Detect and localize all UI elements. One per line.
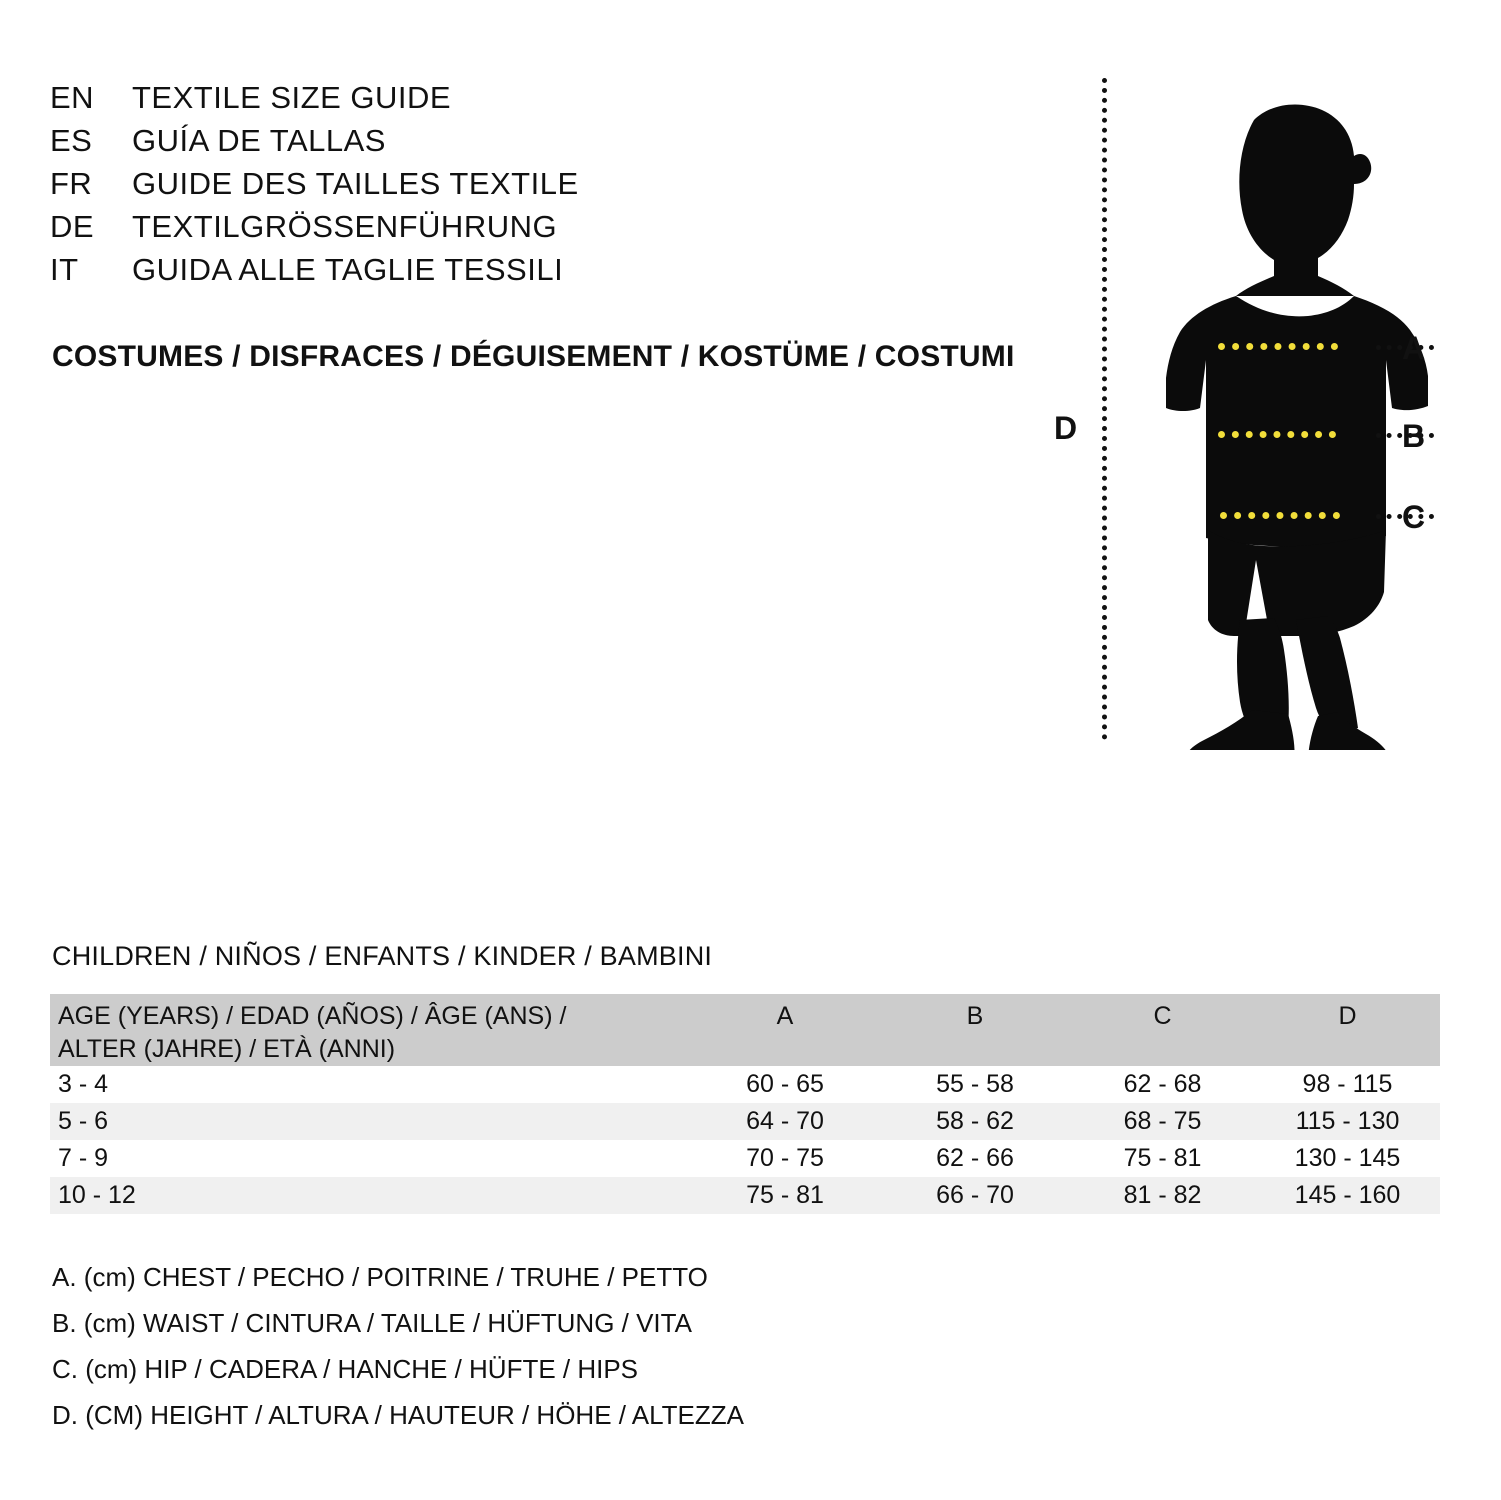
legend-item-waist: B. (cm) WAIST / CINTURA / TAILLE / HÜFTU… (52, 1308, 692, 1338)
size-table-body: 3 - 4 60 - 65 55 - 58 62 - 68 98 - 115 5… (50, 1066, 1440, 1214)
cell-height: 115 - 130 (1295, 1107, 1400, 1135)
language-title-block: EN TEXTILE SIZE GUIDE ES GUÍA DE TALLAS … (50, 76, 1010, 291)
cell-hip: 75 - 81 (1123, 1144, 1202, 1172)
cell-chest: 75 - 81 (746, 1181, 824, 1209)
language-row-fr: FR GUIDE DES TAILLES TEXTILE (50, 162, 1010, 205)
language-title-fr: GUIDE DES TAILLES TEXTILE (132, 166, 579, 201)
cell-hip: 81 - 82 (1123, 1181, 1202, 1209)
cell-height: 130 - 145 (1294, 1144, 1401, 1172)
table-row: 7 - 9 70 - 75 62 - 66 75 - 81 130 - 145 (50, 1140, 1440, 1177)
language-row-en: EN TEXTILE SIZE GUIDE (50, 76, 1010, 119)
language-code-de: DE (50, 209, 95, 244)
size-table-header: AGE (YEARS) / EDAD (AÑOS) / ÂGE (ANS) / … (50, 994, 1440, 1066)
language-row-es: ES GUÍA DE TALLAS (50, 119, 1010, 162)
table-row: 10 - 12 75 - 81 66 - 70 81 - 82 145 - 16… (50, 1177, 1440, 1214)
cell-age: 5 - 6 (58, 1107, 109, 1135)
cell-age: 3 - 4 (58, 1070, 109, 1098)
language-title-en: TEXTILE SIZE GUIDE (132, 80, 452, 115)
cell-chest: 60 - 65 (746, 1070, 824, 1098)
children-section-heading: CHILDREN / NIÑOS / ENFANTS / KINDER / BA… (52, 941, 713, 971)
cell-hip: 62 - 68 (1123, 1070, 1202, 1098)
height-dotted-line (1102, 78, 1107, 740)
cell-height: 98 - 115 (1302, 1070, 1393, 1098)
chest-measure-line (1218, 343, 1338, 350)
column-header-c: C (1153, 1002, 1172, 1030)
hip-leader-line (1376, 514, 1434, 519)
cell-age: 10 - 12 (58, 1181, 136, 1209)
child-silhouette-icon (1166, 104, 1428, 750)
column-header-age: AGE (YEARS) / EDAD (AÑOS) / ÂGE (ANS) / … (50, 994, 690, 1066)
cell-waist: 66 - 70 (936, 1181, 1014, 1209)
cell-age: 7 - 9 (58, 1144, 109, 1172)
column-header-d: D (1338, 1002, 1357, 1030)
legend-item-hip: C. (cm) HIP / CADERA / HANCHE / HÜFTE / … (52, 1354, 639, 1384)
language-title-es: GUÍA DE TALLAS (132, 123, 386, 158)
waist-label-b: B (1402, 418, 1426, 454)
language-code-en: EN (50, 80, 95, 115)
column-header-b: B (966, 1002, 984, 1030)
column-header-a: A (776, 1002, 794, 1030)
table-header-row: AGE (YEARS) / EDAD (AÑOS) / ÂGE (ANS) / … (50, 994, 1440, 1066)
cell-waist: 58 - 62 (936, 1107, 1014, 1135)
column-header-age-line1: AGE (YEARS) / EDAD (AÑOS) / ÂGE (ANS) / (58, 1002, 567, 1030)
table-row: 3 - 4 60 - 65 55 - 58 62 - 68 98 - 115 (50, 1066, 1440, 1103)
cell-chest: 70 - 75 (746, 1144, 824, 1172)
language-code-fr: FR (50, 166, 93, 201)
legend-item-chest: A. (cm) CHEST / PECHO / POITRINE / TRUHE… (52, 1262, 708, 1292)
language-title-it: GUIDA ALLE TAGLIE TESSILI (132, 252, 564, 287)
height-label-d: D (1054, 410, 1078, 446)
cell-waist: 55 - 58 (936, 1070, 1014, 1098)
hip-label-c: C (1402, 499, 1426, 535)
cell-chest: 64 - 70 (746, 1107, 824, 1135)
column-header-age-line2: ALTER (JAHRE) / ETÀ (ANNI) (58, 1035, 396, 1063)
cell-height: 145 - 160 (1294, 1181, 1401, 1209)
cell-hip: 68 - 75 (1123, 1107, 1202, 1135)
language-row-de: DE TEXTILGRÖSSENFÜHRUNG (50, 205, 1010, 248)
language-row-it: IT GUIDA ALLE TAGLIE TESSILI (50, 248, 1010, 291)
measurement-legend: A. (cm) CHEST / PECHO / POITRINE / TRUHE… (52, 1254, 744, 1438)
waist-leader-line (1376, 433, 1434, 438)
language-code-es: ES (50, 123, 93, 158)
language-code-it: IT (50, 252, 79, 287)
chest-leader-line (1376, 345, 1434, 350)
language-title-de: TEXTILGRÖSSENFÜHRUNG (132, 209, 558, 244)
size-table: AGE (YEARS) / EDAD (AÑOS) / ÂGE (ANS) / … (50, 994, 1440, 1214)
table-row: 5 - 6 64 - 70 58 - 62 68 - 75 115 - 130 (50, 1103, 1440, 1140)
category-subtitle: COSTUMES / DISFRACES / DÉGUISEMENT / KOS… (52, 340, 1015, 373)
chest-label-a: A (1402, 330, 1426, 366)
hip-measure-line (1220, 512, 1340, 519)
legend-item-height: D. (CM) HEIGHT / ALTURA / HAUTEUR / HÖHE… (52, 1400, 744, 1430)
cell-waist: 62 - 66 (936, 1144, 1014, 1172)
waist-measure-line (1218, 431, 1336, 438)
measurement-figure: D A B C (1040, 60, 1480, 760)
